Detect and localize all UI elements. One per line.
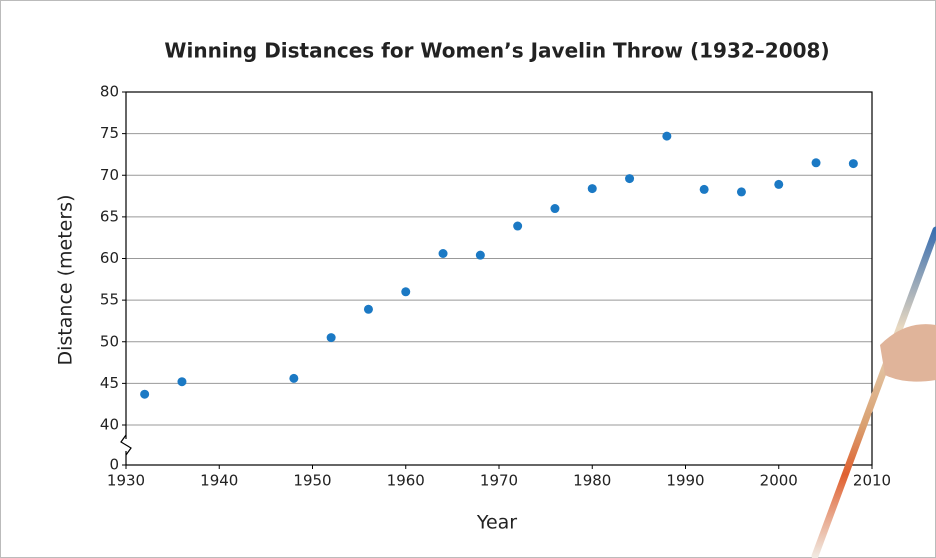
chart-title: Winning Distances for Women’s Javelin Th… bbox=[164, 39, 829, 63]
data-point bbox=[588, 184, 597, 193]
data-point bbox=[327, 333, 336, 342]
y-tick-label: 80 bbox=[100, 83, 119, 101]
y-tick-label: 70 bbox=[100, 166, 119, 184]
x-tick-label: 1930 bbox=[107, 472, 145, 490]
data-point bbox=[737, 187, 746, 196]
x-tick-label: 1970 bbox=[480, 472, 518, 490]
data-point bbox=[550, 204, 559, 213]
x-tick-label: 1980 bbox=[573, 472, 611, 490]
x-axis-label: Year bbox=[476, 512, 517, 534]
y-tick-label: 55 bbox=[100, 291, 119, 309]
x-tick-label: 2000 bbox=[760, 472, 798, 490]
data-point bbox=[774, 180, 783, 189]
y-axis-label: Distance (meters) bbox=[55, 195, 77, 366]
y-tick-label: 40 bbox=[100, 416, 119, 434]
y-tick-label: 45 bbox=[100, 374, 119, 392]
data-point bbox=[700, 185, 709, 194]
y-tick-label: 65 bbox=[100, 207, 119, 225]
y-tick-label: 60 bbox=[100, 249, 119, 267]
data-point bbox=[513, 222, 522, 231]
data-point bbox=[140, 390, 149, 399]
data-point bbox=[849, 159, 858, 168]
data-point bbox=[401, 287, 410, 296]
x-tick-label: 1940 bbox=[200, 472, 238, 490]
data-point bbox=[476, 251, 485, 260]
x-tick-label: 1960 bbox=[387, 472, 425, 490]
data-point bbox=[439, 249, 448, 258]
x-tick-label: 1990 bbox=[666, 472, 704, 490]
data-point bbox=[662, 132, 671, 141]
chart: Winning Distances for Women’s Javelin Th… bbox=[0, 0, 936, 558]
data-point bbox=[177, 377, 186, 386]
y-tick-label: 75 bbox=[100, 124, 119, 142]
data-point bbox=[364, 305, 373, 314]
x-tick-label: 1950 bbox=[293, 472, 331, 490]
data-point bbox=[625, 174, 634, 183]
data-point bbox=[812, 158, 821, 167]
data-point bbox=[289, 374, 298, 383]
y-tick-label: 50 bbox=[100, 332, 119, 350]
x-tick-label: 2010 bbox=[853, 472, 891, 490]
page: Winning Distances for Women’s Javelin Th… bbox=[0, 0, 936, 558]
